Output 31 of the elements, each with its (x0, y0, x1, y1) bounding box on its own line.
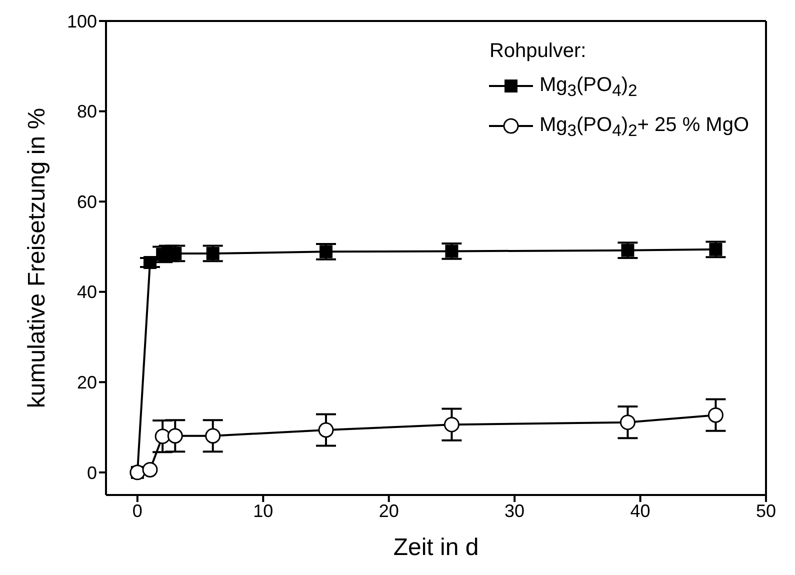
legend-title: Rohpulver: (489, 39, 588, 64)
point (205, 428, 221, 444)
x-tick-label: 50 (756, 500, 776, 521)
x-tick-label: 30 (504, 500, 525, 521)
point (206, 246, 220, 260)
x-axis-title: Zeit in d (393, 534, 479, 561)
y-tick-label: 60 (76, 192, 97, 212)
point (708, 407, 724, 423)
point (144, 256, 156, 270)
point (444, 416, 460, 432)
point (445, 244, 458, 258)
point (167, 428, 183, 444)
point (709, 242, 722, 256)
point (620, 414, 636, 430)
point (621, 244, 634, 257)
x-tick-label: 0 (132, 500, 142, 521)
point (154, 428, 170, 444)
point (320, 245, 332, 258)
point (318, 422, 334, 438)
y-tick-label: 40 (76, 282, 97, 302)
x-tick-label: 40 (630, 500, 650, 521)
legend-label: Mg$_{3}$(PO$_{4}$)$_{2}$+ 25 % MgO (539, 114, 749, 140)
y-tick-label: 100 (66, 11, 97, 32)
x-tick-label: 20 (378, 500, 399, 521)
point (142, 462, 158, 478)
y-axis-title: kumulative Freisetzung in % (24, 108, 51, 408)
x-tick-label: 10 (253, 500, 274, 521)
y-tick-label: 0 (86, 462, 97, 483)
y-tick-label: 20 (76, 372, 97, 393)
legend-label: Mg$_{3}$(PO$_{4}$)$_{2}$ (539, 74, 638, 100)
y-tick-label: 80 (76, 102, 97, 122)
